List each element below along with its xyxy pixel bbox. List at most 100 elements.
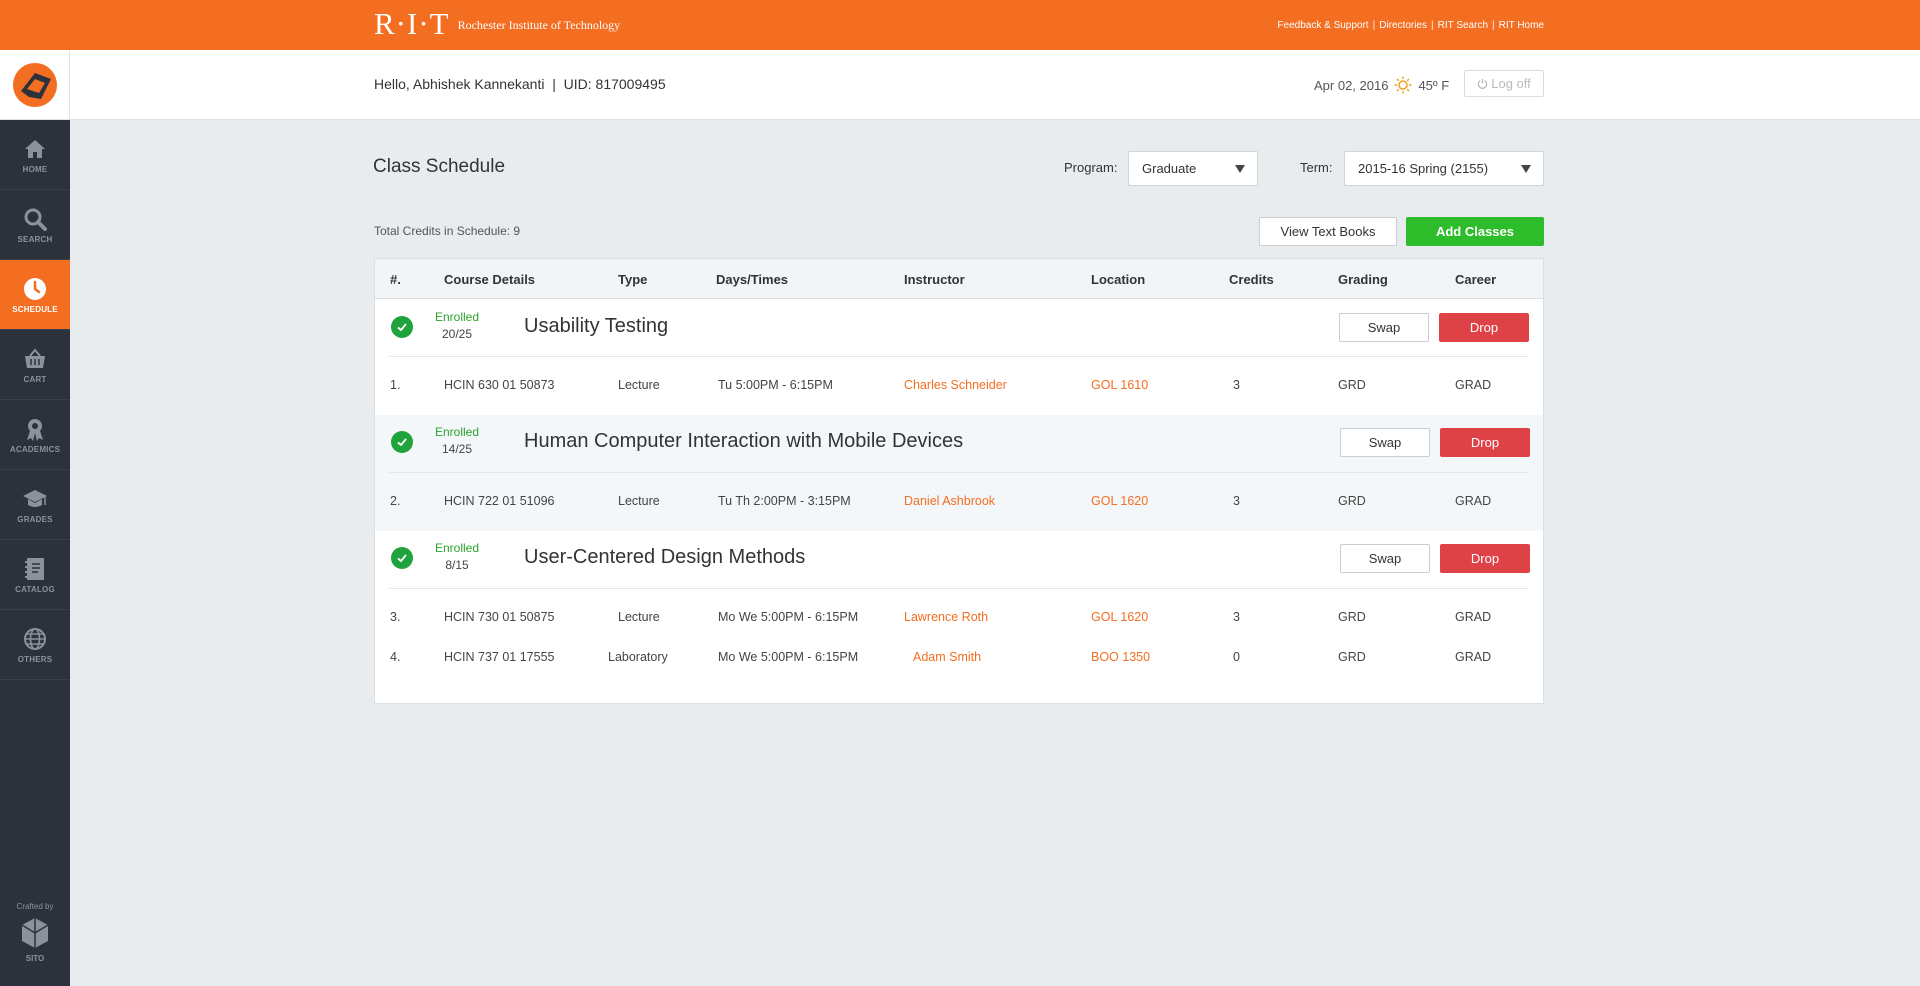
section-times: Tu 5:00PM - 6:15PM: [718, 378, 833, 392]
sun-icon: [1394, 76, 1412, 94]
table-row: 2. HCIN 722 01 51096 Lecture Tu Th 2:00P…: [375, 473, 1543, 531]
instructor-link[interactable]: Charles Schneider: [904, 378, 1007, 392]
swap-button[interactable]: Swap: [1340, 428, 1430, 457]
notebook-icon: [25, 557, 44, 580]
sidebar-item-schedule[interactable]: SCHEDULE: [0, 260, 70, 330]
section-times: Mo We 5:00PM - 6:15PM: [718, 610, 859, 624]
view-textbooks-button[interactable]: View Text Books: [1259, 217, 1397, 246]
table-row: 3. HCIN 730 01 50875 Lecture Mo We 5:00P…: [375, 589, 1543, 629]
check-circle-icon: [391, 431, 413, 453]
section-number: 4.: [390, 650, 401, 664]
seat-count: 8/15: [445, 558, 469, 572]
tiger-logo-icon: [12, 62, 57, 107]
clock-icon: [24, 277, 46, 300]
crafted-by-label: Crafted by: [16, 902, 54, 911]
enrollment-status: Enrolled 20/25: [429, 309, 485, 343]
chevron-down-icon: [1235, 165, 1245, 173]
location-link[interactable]: GOL 1620: [1091, 494, 1149, 508]
sidebar-item-home[interactable]: HOME: [0, 120, 70, 190]
page-title: Class Schedule: [373, 156, 506, 177]
link-rit-search[interactable]: RIT Search: [1437, 20, 1488, 31]
location-link[interactable]: GOL 1610: [1091, 378, 1149, 392]
course-header: Enrolled 8/15 User-Centered Design Metho…: [375, 531, 1543, 589]
rit-wordmark: R·I·T: [374, 6, 450, 41]
term-value: 2015-16 Spring (2155): [1358, 161, 1489, 176]
section-grading: GRD: [1338, 610, 1366, 624]
app-logo[interactable]: [0, 50, 70, 120]
header-instructor: Instructor: [904, 272, 965, 287]
row-divider: [389, 472, 1529, 473]
swap-button[interactable]: Swap: [1339, 313, 1429, 342]
status-label: Enrolled: [434, 541, 480, 555]
drop-button[interactable]: Drop: [1440, 428, 1530, 457]
course-header: Enrolled 14/25 Human Computer Interactio…: [375, 415, 1543, 473]
sidebar-item-academics[interactable]: ACADEMICS: [0, 400, 70, 470]
schedule-table: #. Course Details Type Days/Times Instru…: [374, 258, 1544, 704]
table-row: 1. HCIN 630 01 50873 Lecture Tu 5:00PM -…: [375, 357, 1543, 415]
link-directories[interactable]: Directories: [1379, 20, 1427, 31]
location-link[interactable]: GOL 1620: [1091, 610, 1149, 624]
home-icon: [25, 139, 45, 158]
logoff-button[interactable]: Log off: [1464, 70, 1544, 97]
section-career: GRAD: [1455, 378, 1492, 392]
link-feedback-support[interactable]: Feedback & Support: [1277, 20, 1369, 31]
swap-button[interactable]: Swap: [1340, 544, 1430, 573]
section-grading: GRD: [1338, 378, 1366, 392]
add-classes-button[interactable]: Add Classes: [1406, 217, 1544, 246]
term-select[interactable]: 2015-16 Spring (2155): [1344, 151, 1544, 186]
section-grading: GRD: [1338, 494, 1366, 508]
section-credits: 3: [1233, 378, 1240, 392]
section-career: GRAD: [1455, 650, 1492, 664]
status-label: Enrolled: [434, 425, 480, 439]
program-value: Graduate: [1142, 161, 1197, 176]
sidebar: HOME SEARCH SCHEDULE CART ACADEMICS GRAD…: [0, 50, 70, 986]
sidebar-item-search[interactable]: SEARCH: [0, 190, 70, 260]
search-icon: [24, 208, 47, 231]
sidebar-item-label: CATALOG: [15, 584, 55, 594]
ribbon-icon: [27, 418, 43, 441]
header-location: Location: [1091, 272, 1146, 287]
drop-button[interactable]: Drop: [1439, 313, 1529, 342]
section-type: Lecture: [618, 610, 660, 624]
course-title: Usability Testing: [524, 315, 669, 337]
link-rit-home[interactable]: RIT Home: [1498, 20, 1544, 31]
header-days-times: Days/Times: [716, 272, 789, 287]
basket-icon: [25, 347, 45, 368]
row-divider: [389, 356, 1529, 357]
sidebar-item-catalog[interactable]: CATALOG: [0, 540, 70, 610]
instructor-link[interactable]: Adam Smith: [913, 650, 982, 664]
table-header: #. Course Details Type Days/Times Instru…: [375, 259, 1543, 299]
sidebar-item-label: HOME: [22, 164, 48, 174]
instructor-link[interactable]: Lawrence Roth: [904, 610, 989, 624]
sidebar-item-cart[interactable]: CART: [0, 330, 70, 400]
table-row: 4. HCIN 737 01 17555 Laboratory Mo We 5:…: [375, 629, 1543, 669]
course-title: Human Computer Interaction with Mobile D…: [524, 430, 964, 452]
logoff-label: Log off: [1491, 76, 1531, 91]
sidebar-item-others[interactable]: OTHERS: [0, 610, 70, 680]
program-select[interactable]: Graduate: [1128, 151, 1258, 186]
status-label: Enrolled: [434, 310, 480, 324]
section-times: Mo We 5:00PM - 6:15PM: [718, 650, 859, 664]
section-details: HCIN 737 01 17555: [444, 650, 555, 664]
enrollment-status: Enrolled 14/25: [429, 424, 485, 458]
sidebar-item-label: SCHEDULE: [12, 304, 58, 314]
section-career: GRAD: [1455, 494, 1492, 508]
top-links: Feedback & Support | Directories | RIT S…: [1277, 20, 1544, 31]
date-weather: Apr 02, 2016 45º F: [1314, 76, 1449, 94]
link-separator: |: [1372, 20, 1376, 31]
check-circle-icon: [391, 316, 413, 338]
user-greeting: Hello, Abhishek Kannekanti | UID: 817009…: [374, 76, 666, 92]
term-label: Term:: [1300, 160, 1333, 175]
temperature: 45º F: [1418, 77, 1450, 93]
sidebar-item-label: GRADES: [17, 514, 53, 524]
sidebar-item-grades[interactable]: GRADES: [0, 470, 70, 540]
header-career: Career: [1455, 272, 1497, 287]
location-link[interactable]: BOO 1350: [1091, 650, 1151, 664]
instructor-link[interactable]: Daniel Ashbrook: [904, 494, 996, 508]
rit-logo[interactable]: R·I·T Rochester Institute of Technology: [374, 8, 620, 40]
crafted-by: Crafted by SITO: [0, 902, 70, 963]
sidebar-item-label: ACADEMICS: [9, 444, 61, 454]
total-credits: Total Credits in Schedule: 9: [374, 224, 521, 238]
section-grading: GRD: [1338, 650, 1366, 664]
drop-button[interactable]: Drop: [1440, 544, 1530, 573]
